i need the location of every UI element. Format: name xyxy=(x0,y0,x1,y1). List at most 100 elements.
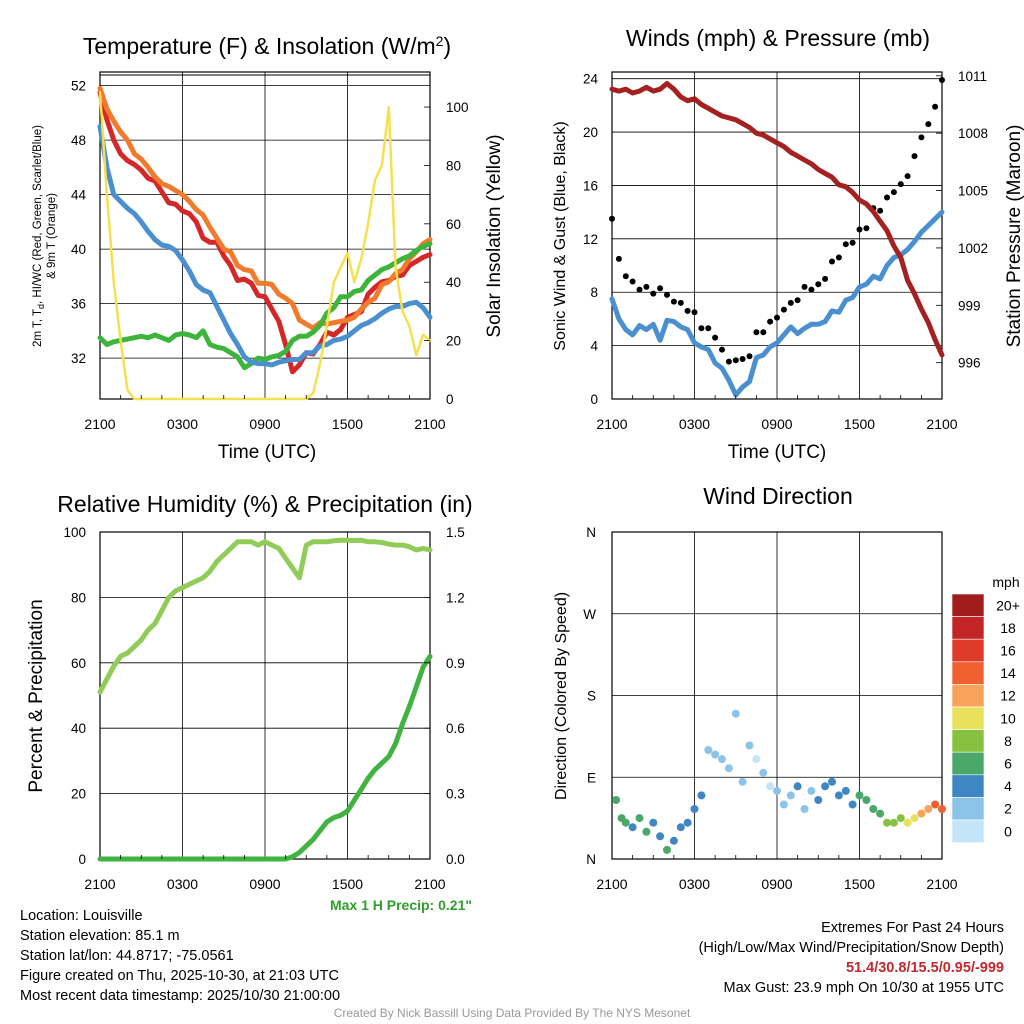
direction-plot-frame xyxy=(611,531,943,860)
gust-point xyxy=(753,329,760,336)
gust-point xyxy=(815,281,822,288)
gust-point xyxy=(712,334,719,341)
direction-tick-label: N xyxy=(586,852,596,867)
wind-plot-frame xyxy=(611,71,943,400)
humidity-y-ticks: 0 20 40 60 80 100 xyxy=(63,525,86,867)
direction-point xyxy=(938,805,946,813)
y-tick-label: 44 xyxy=(71,188,87,203)
colorbar-label: 18 xyxy=(1000,620,1016,636)
direction-point xyxy=(669,836,678,845)
direction-point xyxy=(876,809,885,818)
y-tick-label: 0 xyxy=(590,392,598,407)
wind-y-ticks: 0 4 8 12 16 20 24 xyxy=(583,72,599,407)
relative-humidity-line xyxy=(97,537,433,695)
temperature-y2-ticks: 0 20 40 60 80 100 xyxy=(424,100,469,407)
temperature-ylabel-line1: 2m T, Td, HI/WC (Red, Green, Scarlet/Blu… xyxy=(32,125,46,347)
y2-tick-label: 1005 xyxy=(958,184,988,199)
direction-point xyxy=(690,805,699,813)
gust-point xyxy=(849,239,856,246)
colorbar-swatch xyxy=(951,616,985,640)
temperature-y2label: Solar Insolation (Yellow) xyxy=(484,134,505,337)
x-tick-label: 1500 xyxy=(844,416,875,432)
extremes-subtitle: (High/Low/Max Wind/Precipitation/Snow De… xyxy=(698,940,1004,956)
direction-tick-label: W xyxy=(583,607,596,622)
gust-point xyxy=(794,297,801,304)
temperature-title: Temperature (F) & Insolation (W/m2) xyxy=(83,33,451,59)
direction-point xyxy=(683,818,692,827)
colorbar-swatch xyxy=(951,797,985,821)
gust-point xyxy=(829,258,835,265)
direction-point xyxy=(621,818,630,827)
recent-timestamp: Most recent data timestamp: 2025/10/30 2… xyxy=(20,988,341,1004)
direction-point xyxy=(663,845,671,854)
y2-tick-label: 1011 xyxy=(958,69,987,84)
direction-point xyxy=(718,755,726,764)
direction-point xyxy=(731,709,740,718)
direction-gridlines xyxy=(611,531,943,860)
direction-point xyxy=(848,800,857,809)
x-tick-label: 2100 xyxy=(596,876,627,892)
speed-colorbar: 20+ 18 16 14 12 10 8 6 4 2 0 xyxy=(951,593,1020,843)
wind-title: Winds (mph) & Pressure (mb) xyxy=(626,25,930,51)
humidity-series xyxy=(97,537,433,862)
colorbar-label: 16 xyxy=(1000,643,1016,659)
direction-point xyxy=(704,746,713,754)
gust-point xyxy=(918,134,925,141)
direction-tick-label: N xyxy=(586,525,596,540)
station-pressure-line xyxy=(609,81,945,358)
solar-insolation-line xyxy=(98,91,432,401)
gust-point xyxy=(808,286,815,293)
direction-tick-label: S xyxy=(587,689,596,704)
humidity-y2-ticks: 0.0 0.3 0.6 0.9 1.2 1.5 xyxy=(424,525,465,867)
y-tick-label: 24 xyxy=(583,72,599,87)
colorbar-label: 20+ xyxy=(996,597,1020,613)
colorbar-swatch xyxy=(951,684,985,708)
y-tick-label: 48 xyxy=(71,133,86,148)
temperature-y-ticks: 32 36 40 44 48 52 xyxy=(71,79,87,367)
temperature-xlabel: Time (UTC) xyxy=(218,442,317,463)
humidity-ylabel: Percent & Precipitation xyxy=(26,599,47,792)
colorbar-label: 12 xyxy=(1000,688,1016,704)
direction-point xyxy=(931,800,940,809)
wind-panel: Winds (mph) & Pressure (mb) 04812162024 … xyxy=(552,25,1024,463)
y2-tick-label: 1002 xyxy=(958,241,988,256)
x-tick-label: 1500 xyxy=(844,876,875,892)
wind-y2-ticks: 996 999 1002 1005 1008 1011 xyxy=(936,69,988,371)
y-tick-label: 4 xyxy=(590,339,598,354)
temperature-ylabel-line2: & 9m T (Orange) xyxy=(46,193,58,279)
y-tick-label: 8 xyxy=(590,285,598,300)
gust-point xyxy=(877,207,884,214)
x-tick-label: 0300 xyxy=(167,876,198,892)
gust-point xyxy=(705,325,712,332)
x-tick-label: 2100 xyxy=(926,876,957,892)
gust-point xyxy=(884,194,890,201)
x-tick-label: 0300 xyxy=(167,416,198,432)
y2-tick-label: 0.9 xyxy=(446,656,465,671)
direction-point xyxy=(656,832,665,841)
station-latlon: Station lat/lon: 44.8717; -75.0561 xyxy=(20,948,234,964)
gust-point xyxy=(897,181,904,188)
direction-point xyxy=(759,768,768,777)
gust-point xyxy=(719,346,725,353)
y2-tick-label: 0.0 xyxy=(446,852,465,867)
gust-point xyxy=(650,290,657,297)
gust-point xyxy=(767,318,774,325)
gust-point xyxy=(636,286,643,293)
direction-point xyxy=(855,791,864,800)
gust-point xyxy=(609,215,615,222)
gust-point xyxy=(780,306,787,313)
colorbar-swatch xyxy=(951,706,985,730)
direction-point xyxy=(828,777,836,786)
direction-point xyxy=(738,777,747,786)
y2-tick-label: 0.6 xyxy=(446,721,465,736)
figure-created: Figure created on Thu, 2025-10-30, at 21… xyxy=(20,968,339,984)
temperature-panel: Temperature (F) & Insolation (W/m2) 32 36… xyxy=(32,33,505,463)
gust-point xyxy=(670,298,677,305)
gust-point xyxy=(822,275,829,282)
wind-ylabel: Sonic Wind & Gust (Blue, Black) xyxy=(552,121,569,350)
direction-point xyxy=(903,818,912,827)
sonic-wind-line xyxy=(609,209,945,398)
y2-tick-label: 60 xyxy=(446,217,461,232)
9m-t-line xyxy=(97,85,433,331)
